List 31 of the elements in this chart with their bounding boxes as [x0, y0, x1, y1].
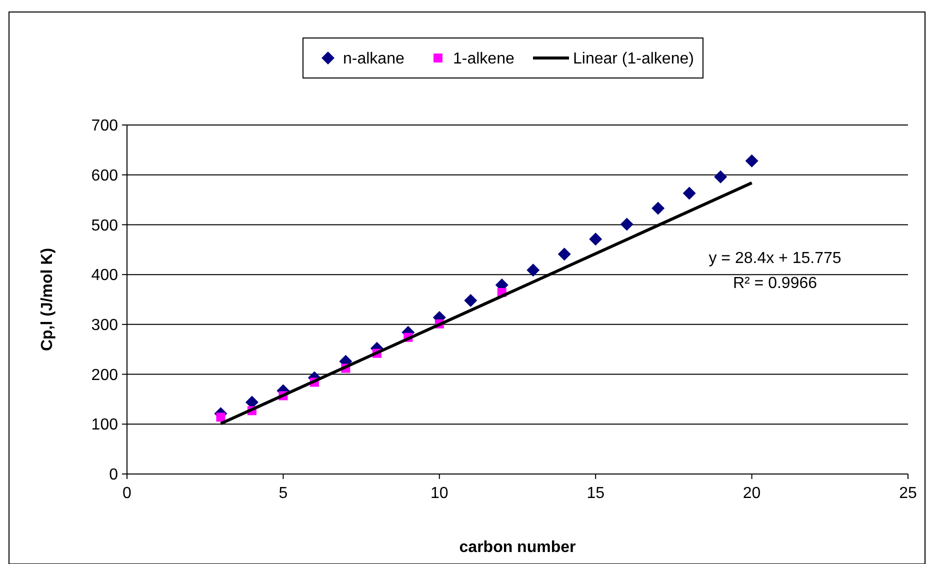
x-tick-label: 20: [742, 485, 761, 502]
y-tick-label: 100: [91, 416, 118, 434]
y-tick-label: 0: [109, 466, 118, 484]
point: [682, 186, 696, 200]
legend-label: n-alkane: [343, 50, 404, 68]
y-axis-title: Cp,l (J/mol K): [39, 248, 56, 352]
point: [652, 202, 665, 215]
y-tick-label: 500: [91, 217, 118, 234]
x-tick-label: 10: [430, 485, 448, 502]
point: [526, 264, 540, 277]
point: [714, 170, 728, 184]
x-tick-label: 5: [278, 485, 288, 502]
point: [558, 248, 571, 261]
annotation: R² = 0.9966: [732, 275, 818, 292]
x-tick-label: 25: [899, 485, 917, 502]
y-tick-label: 700: [91, 118, 118, 135]
legend-label: Linear (1-alkene): [573, 50, 694, 68]
y-tick-label: 200: [91, 366, 118, 384]
point: [589, 232, 602, 246]
x-tick-label: 15: [586, 485, 605, 502]
point: [464, 294, 478, 307]
y-tick-label: 600: [91, 167, 118, 184]
y-tick-label: 300: [91, 317, 118, 334]
point: [620, 218, 634, 231]
y-tick-label: 400: [91, 267, 118, 284]
annotation: y = 28.4x + 15.775: [708, 250, 842, 267]
point: [216, 412, 226, 422]
x-axis-title: carbon number: [459, 539, 576, 556]
legend-label: 1-alkene: [453, 50, 514, 68]
x-tick-label: 0: [122, 485, 132, 502]
point: [745, 154, 758, 168]
